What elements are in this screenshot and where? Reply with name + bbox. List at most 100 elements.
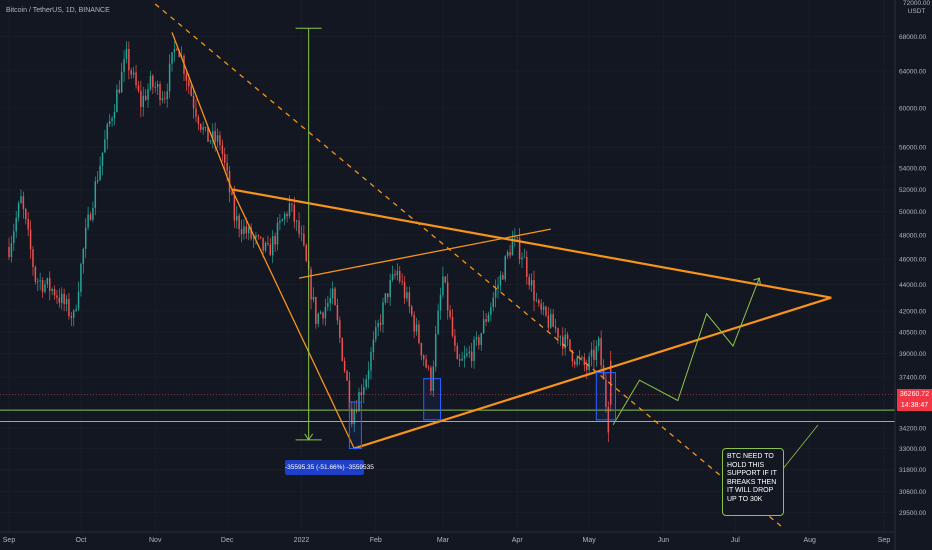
candle-body: [154, 87, 156, 88]
candle-body: [437, 310, 439, 334]
candle-body: [34, 266, 37, 282]
candle-body: [8, 246, 10, 258]
candle-body: [609, 360, 612, 405]
candle-body: [15, 217, 17, 232]
candle-body: [286, 213, 288, 217]
analysis-note: BTC NEED TO HOLD THIS SUPPORT IF IT BREA…: [722, 448, 784, 516]
candle-body: [123, 59, 125, 72]
candle-body: [75, 308, 77, 311]
candle-body: [200, 124, 202, 130]
candle-body: [540, 303, 542, 310]
candle-body: [137, 85, 140, 91]
candle-body: [597, 338, 600, 347]
candle-body: [583, 357, 586, 366]
candle-body: [468, 351, 471, 354]
price-tick-label: 56000.00: [899, 145, 926, 152]
candle-body: [37, 281, 39, 282]
candle-body: [327, 303, 329, 307]
candle-body: [101, 152, 104, 166]
candle-body: [550, 314, 552, 328]
candle-body: [499, 275, 502, 286]
price-tick-label: 64000.00: [899, 69, 926, 76]
time-tick-label: Feb: [370, 537, 382, 544]
candle-body: [226, 162, 228, 171]
candle-body: [403, 282, 406, 299]
candle-body: [283, 213, 286, 220]
candle-body: [166, 91, 168, 100]
price-tick-label: 29500.00: [899, 510, 926, 517]
candle-body: [281, 219, 284, 221]
candle-body: [379, 322, 382, 325]
candle-body: [267, 242, 269, 245]
price-tick-label: 50000.00: [899, 209, 926, 216]
candle-body: [497, 285, 499, 289]
candle-body: [545, 306, 547, 316]
candle-body: [444, 276, 447, 283]
candle-body: [70, 316, 73, 318]
candle-body: [375, 327, 377, 340]
candle-body: [487, 314, 490, 322]
measure-label: -35595.35 (-51.66%) -3559535: [285, 460, 374, 475]
candle-body: [322, 312, 324, 319]
time-tick-label: Sep: [878, 537, 891, 544]
candle-body: [243, 226, 245, 235]
candle-body: [214, 131, 216, 142]
price-tick-label: 68000.00: [899, 34, 926, 41]
candle-body: [574, 361, 576, 365]
currency-unit-label: 72000.00 USDT: [903, 0, 930, 16]
symbol-title: Bitcoin / TetherUS, 1D, BINANCE: [6, 7, 110, 14]
price-tick-label: 37400.00: [899, 375, 926, 382]
candle-body: [96, 179, 99, 182]
candle-body: [535, 300, 538, 301]
candle-body: [422, 355, 425, 360]
descending-trendline: [154, 3, 782, 527]
candle-body: [394, 274, 396, 276]
candle-body: [554, 326, 557, 329]
candle-body: [526, 256, 528, 277]
candle-body: [339, 320, 341, 338]
candle-body: [238, 215, 240, 230]
candle-body: [68, 298, 70, 317]
candle-body: [387, 293, 389, 298]
candle-body: [413, 314, 415, 332]
candle-body: [231, 192, 233, 195]
candle-body: [142, 95, 144, 107]
time-tick-label: May: [583, 537, 597, 544]
candle-body: [384, 293, 387, 303]
candle-body: [310, 269, 312, 300]
candle-body: [478, 337, 480, 345]
candle-body: [315, 296, 317, 324]
candle-body: [518, 238, 521, 260]
candle-body: [56, 295, 58, 298]
candle-body: [111, 118, 113, 121]
triangle-lower-line: [353, 296, 832, 450]
candle-body: [363, 387, 365, 395]
price-tick-label: 54000.00: [899, 165, 926, 172]
candle-body: [480, 333, 483, 345]
candle-body: [255, 235, 257, 238]
candle-body: [233, 194, 236, 221]
candle-body: [80, 264, 82, 292]
candle-body: [600, 338, 602, 366]
candle-body: [329, 298, 331, 304]
candle-body: [144, 95, 147, 100]
candle-body: [300, 233, 303, 235]
steep-trendline: [171, 32, 355, 449]
candle-body: [324, 306, 327, 319]
candle-body: [425, 359, 427, 368]
candle-body: [367, 370, 370, 380]
time-tick-label: Jun: [658, 537, 669, 544]
candle-body: [159, 84, 161, 101]
candle-body: [463, 355, 466, 359]
candle-body: [46, 278, 49, 285]
candle-body: [547, 315, 550, 328]
candle-body: [53, 289, 56, 296]
candle-body: [427, 367, 430, 369]
candle-body: [475, 337, 478, 340]
candle-body: [590, 349, 593, 357]
candle-body: [60, 293, 63, 303]
candle-body: [212, 131, 214, 141]
candle-body: [113, 112, 116, 119]
candle-body: [466, 353, 468, 356]
